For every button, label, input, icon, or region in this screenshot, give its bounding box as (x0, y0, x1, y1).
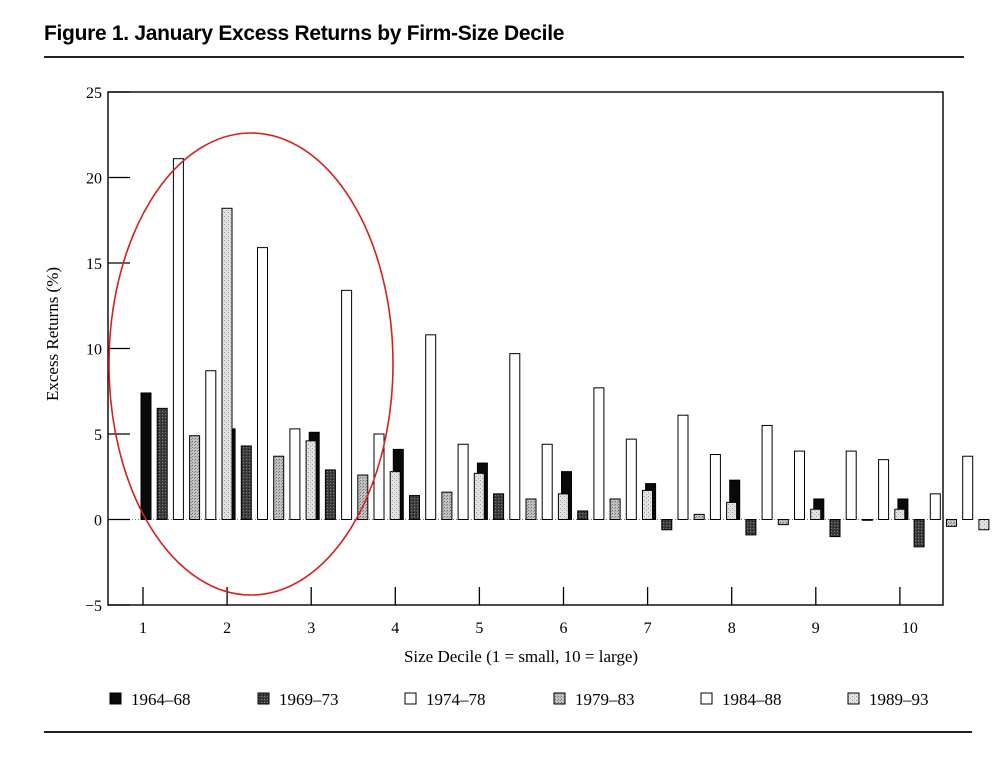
bar-6-6 (642, 489, 653, 520)
bar-6-10 (978, 519, 990, 531)
bar-6-7 (726, 501, 738, 520)
legend: 1964–68 1969–73 1974–78 1979–83 1984–88 1989–… (109, 690, 929, 709)
bar-2-7 (661, 519, 673, 531)
plot-border (107, 91, 944, 606)
plot-frame (107, 91, 944, 606)
y-axis: −5 0 5 10 15 20 25 (85, 85, 130, 615)
legend-swatch (553, 692, 566, 705)
legend-label: 1974–78 (426, 690, 486, 709)
x-tick-label: 2 (223, 620, 231, 637)
x-tick-label: 6 (560, 620, 568, 637)
x-tick-label: 1 (139, 620, 147, 637)
bar-6-8 (810, 508, 822, 520)
bar-6-4 (473, 472, 485, 520)
bar-2-1 (156, 407, 168, 521)
legend-swatch (404, 692, 417, 705)
y-tick-label: 0 (94, 513, 102, 530)
legend-label: 1989–93 (869, 690, 929, 709)
legend-swatch (109, 692, 122, 705)
bars-group (140, 158, 990, 548)
bar-3-4 (425, 334, 437, 520)
bar-2-4 (409, 495, 420, 520)
x-tick-label: 9 (812, 620, 820, 637)
bar-3-5 (509, 353, 521, 520)
bar-4-6 (609, 498, 621, 521)
y-tick-label: 20 (86, 171, 102, 188)
bar-6-2 (305, 440, 317, 520)
bar-5-9 (878, 459, 890, 520)
bar-2-6 (577, 510, 589, 521)
y-tick-label: 10 (86, 342, 102, 359)
bar-5-3 (373, 433, 385, 520)
bar-2-5 (493, 493, 505, 521)
x-tick-label: 5 (475, 620, 483, 637)
bar-4-9 (861, 519, 873, 521)
legend-label: 1964–68 (131, 690, 191, 709)
bar-3-7 (677, 414, 689, 520)
legend-swatch (257, 692, 270, 705)
legend-swatch (700, 692, 713, 705)
bar-5-1 (205, 370, 217, 521)
bar-2-2 (240, 445, 252, 520)
bar-2-3 (324, 469, 336, 521)
bar-6-3 (389, 471, 401, 520)
bar-2-9 (829, 519, 841, 538)
legend-swatch (847, 692, 860, 705)
bar-5-7 (709, 454, 721, 520)
y-tick-label: −5 (85, 598, 102, 615)
x-tick-label: 3 (307, 620, 315, 637)
x-tick-label: 7 (644, 620, 652, 637)
y-axis-label: Excess Returns (%) (43, 267, 62, 401)
bar-4-8 (777, 519, 789, 526)
x-tick-label: 10 (902, 620, 918, 637)
bar-2-8 (745, 519, 757, 536)
bar-4-2 (273, 455, 285, 521)
bar-6-9 (894, 508, 906, 520)
x-axis-label: Size Decile (1 = small, 10 = large) (404, 647, 638, 666)
x-tick-label: 8 (728, 620, 736, 637)
y-tick-label: 25 (86, 85, 102, 102)
bar-4-1 (189, 435, 201, 520)
bottom-rule (44, 731, 972, 733)
bar-4-7 (693, 513, 705, 520)
highlight-ellipse (108, 132, 394, 596)
bar-3-10 (929, 493, 941, 521)
bar-4-10 (946, 519, 957, 527)
bar-5-2 (289, 428, 301, 520)
bar-3-1 (172, 158, 184, 520)
bar-3-3 (341, 289, 353, 520)
figure-title: Figure 1. January Excess Returns by Firm… (44, 22, 565, 45)
x-axis: 1 2 3 4 5 6 7 8 9 10 (139, 587, 918, 637)
bar-3-8 (761, 424, 773, 521)
x-tick-label: 4 (391, 620, 399, 637)
bar-5-10 (962, 455, 974, 521)
y-tick-label: 5 (94, 427, 102, 444)
bar-4-5 (525, 498, 537, 521)
bar-5-5 (541, 443, 553, 521)
bar-6-1 (221, 207, 233, 520)
bar-5-8 (794, 450, 805, 521)
legend-label: 1979–83 (575, 690, 635, 709)
bar-6-5 (557, 493, 569, 521)
legend-label: 1984–88 (722, 690, 782, 709)
bar-3-2 (257, 247, 268, 521)
bar-1-1 (140, 392, 152, 520)
bar-5-6 (625, 438, 637, 521)
bar-5-4 (457, 443, 469, 521)
top-rule (44, 56, 964, 58)
bar-3-9 (845, 450, 857, 521)
legend-label: 1969–73 (279, 690, 339, 709)
y-tick-label: 15 (86, 256, 102, 273)
bar-4-4 (441, 491, 453, 521)
bar-3-6 (593, 387, 605, 520)
bar-2-10 (913, 519, 925, 548)
